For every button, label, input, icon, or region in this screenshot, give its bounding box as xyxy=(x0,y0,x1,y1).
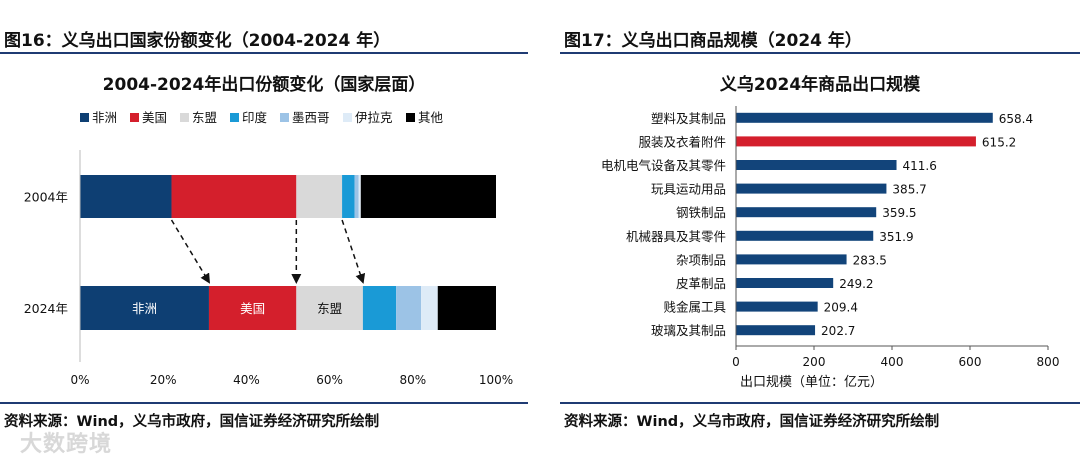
data-label: 359.5 xyxy=(882,206,916,220)
right-title-rule xyxy=(560,52,1080,54)
commodity-bar-chart: 塑料及其制品 658.4 服装及衣着附件 615.2 电机电气设备及其零件 411.6 玩具… xyxy=(601,106,1060,390)
legend-swatch-1 xyxy=(130,113,139,122)
bar-segment xyxy=(354,175,359,218)
category-label: 钢铁制品 xyxy=(676,205,726,220)
legend-swatch-2 xyxy=(180,113,189,122)
bar xyxy=(736,301,818,312)
legend-swatch-3 xyxy=(230,113,239,122)
left-source-note: 资料来源：Wind，义乌市政府，国信证券经济研究所绘制 xyxy=(4,414,380,430)
category-label: 皮革制品 xyxy=(676,276,726,291)
bar-segment xyxy=(80,286,209,330)
bar-segment xyxy=(360,175,496,218)
bar-segment xyxy=(342,175,355,218)
bar xyxy=(736,278,834,288)
legend-label-3: 印度 xyxy=(242,110,268,125)
category-label: 塑料及其制品 xyxy=(651,111,726,126)
data-label: 411.6 xyxy=(903,159,937,173)
bar-segment xyxy=(358,175,361,218)
x-tick-label: 0% xyxy=(70,373,89,387)
right-source-rule xyxy=(560,402,1080,404)
data-label: 283.5 xyxy=(853,253,887,267)
category-label: 服装及衣着附件 xyxy=(638,134,726,149)
legend-swatch-0 xyxy=(80,113,89,122)
right-source-note: 资料来源：Wind，义乌市政府，国信证券经济研究所绘制 xyxy=(564,414,940,430)
left-chart-title: 2004-2024年出口份额变化（国家层面） xyxy=(102,75,426,95)
x-tick-label: 60% xyxy=(316,373,343,387)
x-tick-label: 80% xyxy=(399,373,426,387)
bar xyxy=(736,207,877,218)
right-figure-title: 图17：义乌出口商品规模（2024 年） xyxy=(564,31,862,51)
x-tick-label: 400 xyxy=(881,355,904,369)
legend-label-1: 美国 xyxy=(142,110,167,125)
left-figure-panel: 图16：义乌出口国家份额变化（2004-2024 年） 2004-2024年出口… xyxy=(0,0,528,462)
data-label: 351.9 xyxy=(879,230,913,244)
category-label: 机械器具及其零件 xyxy=(626,229,726,244)
bar xyxy=(736,136,976,147)
x-tick-label: 100% xyxy=(479,373,513,387)
legend-swatch-5 xyxy=(343,113,352,122)
data-label: 615.2 xyxy=(982,135,1016,149)
x-tick-label: 0 xyxy=(732,355,740,369)
share-shift-arrow xyxy=(341,219,366,284)
x-tick-label: 800 xyxy=(1037,355,1060,369)
category-label: 玻璃及其制品 xyxy=(651,323,726,338)
bar-segment xyxy=(437,286,496,330)
x-tick-label: 200 xyxy=(803,355,826,369)
category-label: 贱金属工具 xyxy=(663,300,726,315)
legend-label-0: 非洲 xyxy=(92,110,117,125)
bar-segment xyxy=(396,286,422,330)
legend-label-5: 伊拉克 xyxy=(355,110,393,125)
share-shift-arrow xyxy=(170,219,210,284)
segment-label: 非洲 xyxy=(132,301,157,316)
segment-label: 东盟 xyxy=(317,301,342,316)
bar-segment xyxy=(80,175,172,218)
bar xyxy=(736,160,897,170)
watermark-logo: 大数跨境 xyxy=(20,432,113,457)
bar-segment xyxy=(296,286,363,330)
legend-swatch-6 xyxy=(406,113,415,122)
left-figure-title: 图16：义乌出口国家份额变化（2004-2024 年） xyxy=(4,31,391,51)
right-figure-panel: 图17：义乌出口商品规模（2024 年） 义乌2024年商品出口规模 塑料及其制… xyxy=(560,0,1080,462)
category-label: 2024年 xyxy=(24,301,68,316)
legend-swatch-4 xyxy=(280,113,289,122)
data-label: 658.4 xyxy=(999,112,1033,126)
data-label: 209.4 xyxy=(824,301,858,315)
bar-segment xyxy=(362,286,397,330)
bar-segment xyxy=(208,286,297,330)
bar-segment xyxy=(296,175,343,218)
bar-segment xyxy=(171,175,297,218)
category-label: 杂项制品 xyxy=(676,252,726,267)
bar xyxy=(736,230,874,241)
legend-label-2: 东盟 xyxy=(192,110,217,125)
category-label: 2004年 xyxy=(24,190,68,205)
legend-label-6: 其他 xyxy=(418,110,444,125)
category-label: 玩具运动用品 xyxy=(651,182,726,197)
x-tick-label: 20% xyxy=(150,373,177,387)
bar xyxy=(736,254,847,265)
bar xyxy=(736,325,816,336)
x-tick-label: 40% xyxy=(233,373,260,387)
bar xyxy=(736,183,887,194)
category-label: 电机电气设备及其零件 xyxy=(601,158,726,173)
data-label: 385.7 xyxy=(892,183,926,197)
bar-segment xyxy=(421,286,438,330)
x-axis-title: 出口规模（单位：亿元） xyxy=(740,375,883,390)
left-title-rule xyxy=(0,52,528,54)
segment-label: 美国 xyxy=(240,301,265,316)
bar xyxy=(736,112,993,123)
data-label: 249.2 xyxy=(839,277,873,291)
right-chart-title: 义乌2024年商品出口规模 xyxy=(719,75,921,95)
legend-label-4: 墨西哥 xyxy=(292,110,330,125)
data-label: 202.7 xyxy=(821,324,855,338)
x-tick-label: 600 xyxy=(959,355,982,369)
left-source-rule xyxy=(0,402,528,404)
